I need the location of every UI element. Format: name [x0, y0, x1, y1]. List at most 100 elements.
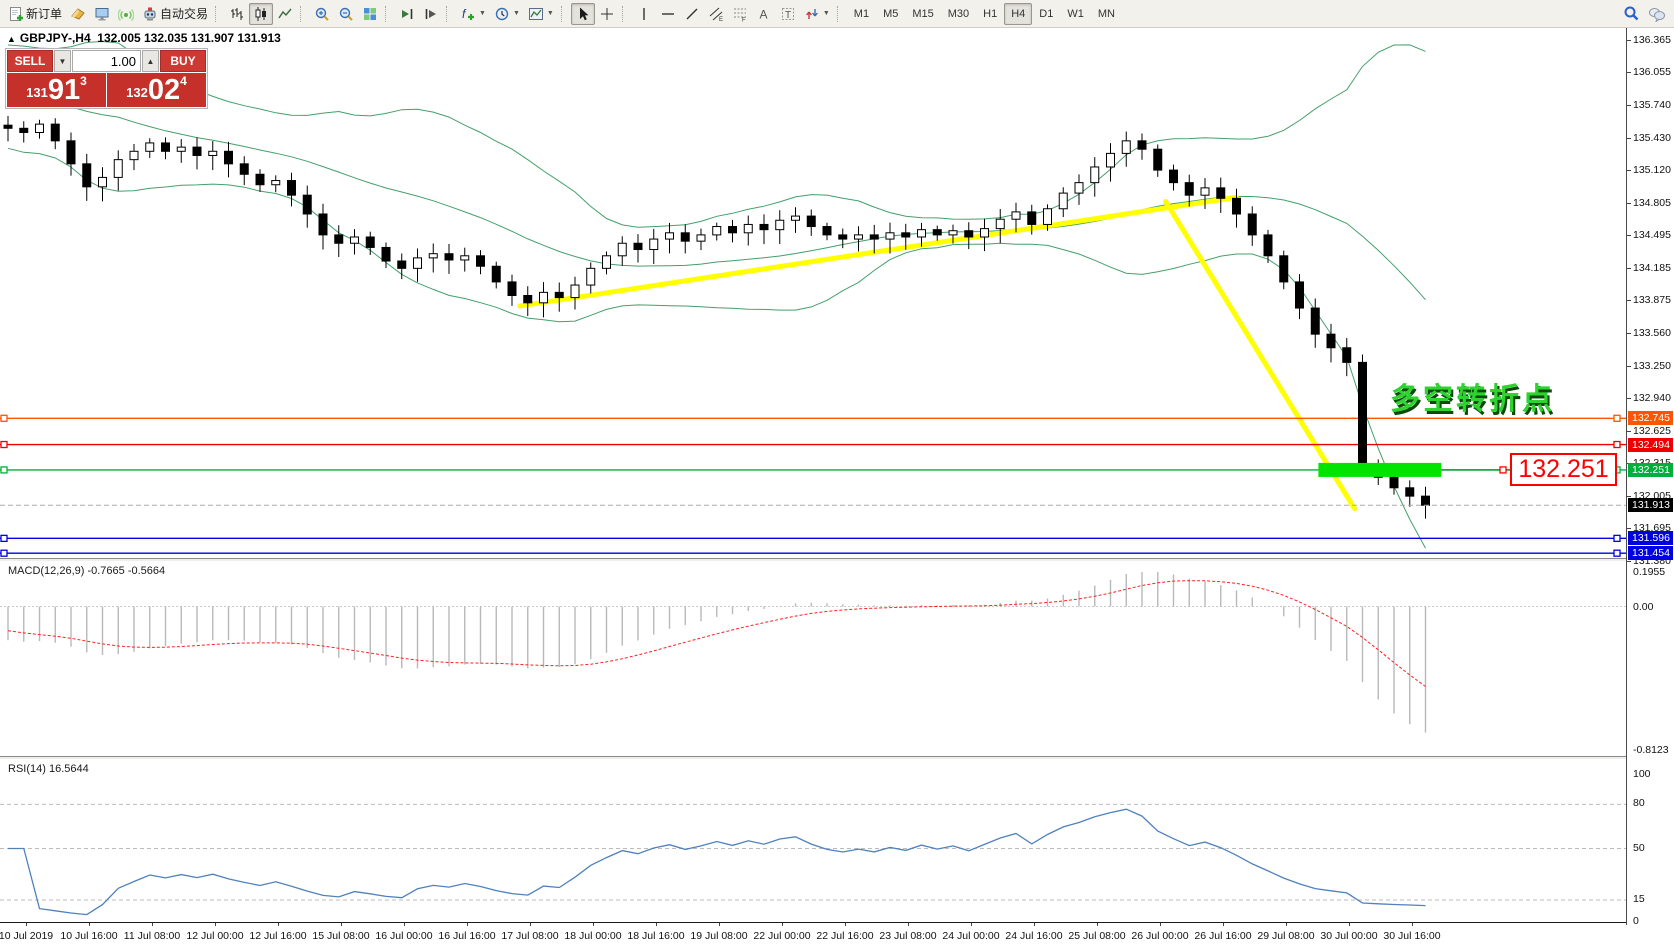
panel-separator[interactable] [0, 756, 1626, 760]
text-label-button[interactable]: T [776, 3, 800, 25]
price-tick-mark [1627, 203, 1631, 204]
candle-body [1169, 169, 1178, 184]
buy-price-big: 02 [147, 74, 181, 106]
yellow-trendline[interactable] [1163, 198, 1358, 512]
price-axis[interactable]: 136.365 136.055 135.740 135.430 135.120 134.8… [1626, 28, 1674, 927]
candle-body [145, 142, 155, 152]
vertical-line-button[interactable] [632, 3, 656, 25]
price-level-label: 132.494 [1628, 438, 1673, 452]
chart-title: ▲ GBPJPY-,H4 132.005 132.035 131.907 131.… [7, 31, 281, 45]
zoom-out-button[interactable] [334, 3, 358, 25]
bar-chart-button[interactable] [225, 3, 249, 25]
sell-price[interactable]: 131 91 3 [7, 73, 106, 107]
templates-button[interactable]: ▼ [524, 3, 558, 25]
price-tick-mark [1627, 398, 1631, 399]
candle-body [1153, 148, 1163, 171]
periods-button[interactable]: ▼ [490, 3, 524, 25]
line-anchor[interactable] [1613, 414, 1621, 422]
time-tick-mark [89, 923, 90, 926]
fibonacci-button[interactable]: F [728, 3, 752, 25]
candle-body [255, 173, 265, 186]
candlestick-chart-button[interactable] [249, 2, 274, 25]
chart-shift-button[interactable] [419, 3, 443, 25]
svg-text:T: T [785, 10, 791, 21]
timeframe-m1[interactable]: M1 [847, 3, 876, 25]
line-anchor[interactable] [0, 414, 8, 422]
timeframe-h4[interactable]: H4 [1004, 2, 1033, 25]
candle-body [98, 176, 107, 188]
price-tick-mark [1627, 72, 1631, 73]
price-tick-mark [1627, 561, 1631, 562]
timeframe-h1[interactable]: H1 [976, 3, 1004, 25]
line-anchor[interactable] [0, 466, 8, 474]
new-order-button[interactable]: 新订单 [4, 3, 66, 25]
callout-anchor[interactable] [1499, 466, 1507, 474]
timeframe-m15[interactable]: M15 [905, 3, 940, 25]
search-button[interactable] [1619, 3, 1644, 25]
yellow-trendline[interactable] [517, 194, 1239, 309]
cursor-button[interactable] [570, 2, 595, 25]
timeframe-mn[interactable]: MN [1091, 3, 1122, 25]
candle-body [1247, 213, 1257, 236]
time-tick-mark [26, 923, 27, 926]
support-zone-highlight[interactable] [1318, 462, 1442, 477]
macd-panel[interactable] [0, 562, 1626, 756]
time-axis[interactable]: 10 Jul 2019 10 Jul 16:00 11 Jul 08:00 12 Ju… [0, 922, 1626, 947]
sell-button[interactable]: SELL [7, 50, 53, 72]
autotrading-button[interactable]: 自动交易 [138, 3, 212, 25]
ohlc-values: 132.005 132.035 131.907 131.913 [97, 31, 281, 45]
candle-body [491, 265, 501, 283]
line-anchor[interactable] [1613, 549, 1621, 557]
collapse-arrow-icon[interactable]: ▲ [7, 34, 16, 44]
candle-body [507, 281, 517, 297]
candle-body [350, 236, 359, 244]
buy-button[interactable]: BUY [160, 50, 206, 72]
zoom-in-button[interactable] [310, 3, 334, 25]
trendline-icon [686, 8, 698, 19]
zoom-in-icon [315, 7, 329, 21]
auto-scroll-button[interactable] [395, 3, 419, 25]
timeframe-d1[interactable]: D1 [1032, 3, 1060, 25]
timeframe-m30[interactable]: M30 [941, 3, 976, 25]
timeframe-w1[interactable]: W1 [1060, 3, 1091, 25]
tile-windows-button[interactable] [358, 3, 382, 25]
buy-price[interactable]: 132 02 4 [107, 73, 206, 107]
time-tick-mark [782, 923, 783, 926]
profile-button[interactable] [66, 3, 90, 25]
equidistant-channel-button[interactable]: E [704, 3, 728, 25]
panel-separator[interactable] [0, 558, 1626, 562]
time-tick-mark [1160, 923, 1161, 926]
text-button[interactable]: A [752, 3, 776, 25]
community-button[interactable] [1644, 3, 1670, 25]
line-anchor[interactable] [0, 534, 8, 543]
time-tick-label: 12 Jul 16:00 [249, 930, 307, 942]
line-anchor[interactable] [1613, 440, 1621, 449]
line-chart-button[interactable] [273, 3, 297, 25]
signals-button[interactable] [114, 3, 138, 25]
crosshair-button[interactable] [595, 3, 619, 25]
indicators-button[interactable]: f ▼ [456, 3, 490, 25]
turning-point-annotation[interactable]: 多空转折点 [1390, 383, 1555, 416]
horizontal-line-button[interactable] [656, 3, 680, 25]
candle-body [1074, 182, 1084, 194]
bollinger-middle-band [7, 96, 1426, 301]
trendline-button[interactable] [680, 3, 704, 25]
time-tick-label: 24 Jul 00:00 [942, 930, 1000, 942]
price-callout-box[interactable]: 132.251 [1510, 453, 1617, 486]
main-price-chart[interactable] [0, 28, 1626, 558]
volume-decrease-button[interactable]: ▼ [54, 50, 71, 72]
line-anchor[interactable] [1613, 534, 1621, 543]
price-tick-label: 134.805 [1633, 197, 1671, 209]
rsi-panel[interactable] [0, 760, 1626, 922]
price-tick-label: 135.740 [1633, 99, 1671, 111]
line-anchor[interactable] [0, 549, 8, 557]
timeframe-m5[interactable]: M5 [876, 3, 905, 25]
fibonacci-icon: F [733, 8, 746, 22]
volume-increase-button[interactable]: ▲ [142, 50, 159, 72]
arrows-button[interactable]: ▼ [800, 3, 834, 25]
line-anchor[interactable] [0, 440, 8, 449]
timeframe-group: M1 M5 M15 M30 H1 H4 D1 W1 MN [847, 2, 1122, 25]
candle-body [192, 146, 202, 156]
metaeditor-button[interactable] [90, 3, 114, 25]
volume-input[interactable] [72, 50, 141, 72]
